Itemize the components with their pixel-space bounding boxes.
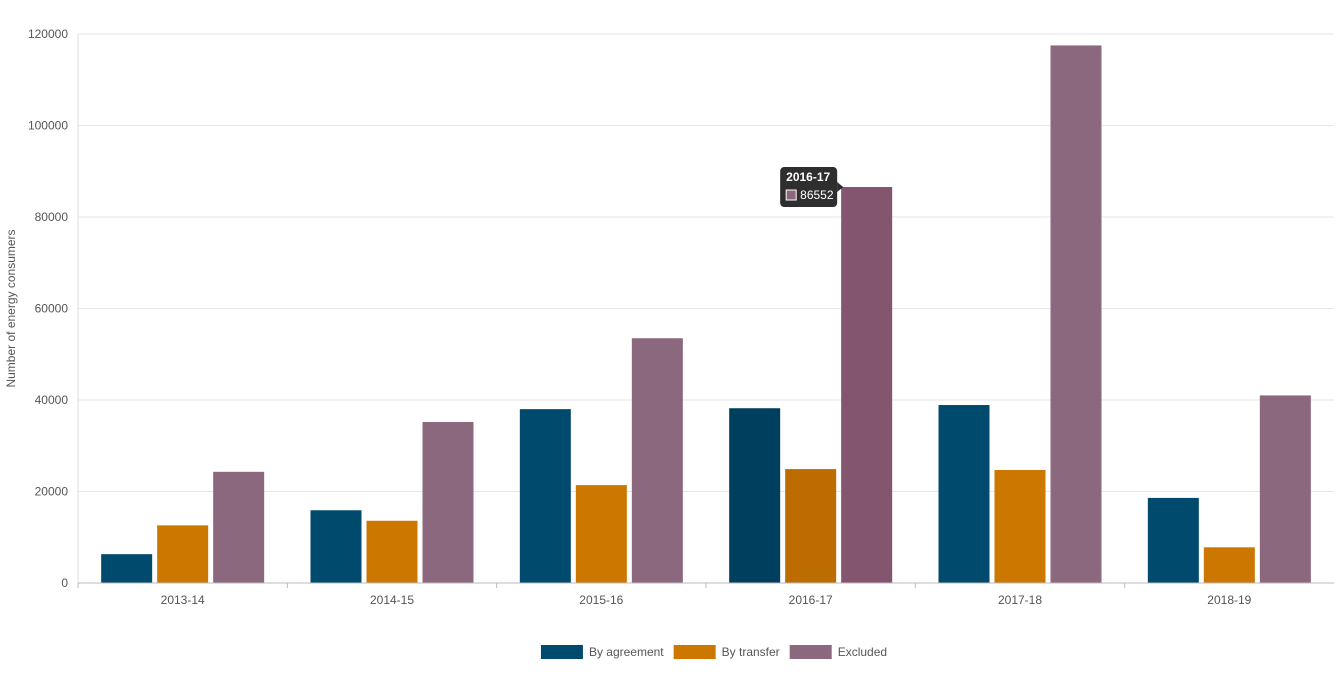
bar[interactable] — [1050, 45, 1102, 583]
bar[interactable] — [631, 338, 683, 583]
bar[interactable] — [422, 421, 474, 583]
x-tick-label: 2017-18 — [998, 593, 1042, 607]
legend-label: Excluded — [838, 645, 887, 659]
legend-item[interactable]: Excluded — [789, 645, 887, 659]
y-tick-label: 0 — [61, 576, 68, 590]
bar[interactable] — [101, 554, 153, 583]
y-tick-label: 120000 — [28, 27, 68, 41]
y-tick-label: 80000 — [35, 210, 69, 224]
bar[interactable] — [1147, 497, 1199, 583]
bar[interactable] — [1203, 547, 1255, 583]
y-axis-ticks: 0 20000 40000 60000 80000 100000 120000 — [28, 27, 68, 590]
bar[interactable] — [310, 510, 362, 583]
gridlines — [78, 33, 1334, 492]
bar[interactable] — [938, 405, 990, 583]
y-tick-label: 60000 — [35, 302, 69, 316]
x-tick-label: 2014-15 — [370, 593, 414, 607]
legend-swatch — [540, 645, 583, 659]
bars — [101, 45, 1311, 583]
bar[interactable] — [157, 525, 209, 583]
x-tick-label: 2015-16 — [579, 593, 623, 607]
x-tick-label: 2013-14 — [161, 593, 205, 607]
bar[interactable] — [994, 469, 1046, 583]
x-tick-label: 2016-17 — [789, 593, 833, 607]
y-tick-label: 100000 — [28, 119, 68, 133]
legend-label: By transfer — [722, 645, 780, 659]
bar[interactable] — [729, 408, 781, 583]
legend-item[interactable]: By agreement — [540, 645, 664, 659]
y-tick-label: 40000 — [35, 393, 69, 407]
tooltip-caret — [837, 182, 844, 193]
tooltip: 2016-17 86552 — [780, 167, 844, 208]
x-axis-ticks: 2013-14 2014-15 2015-16 2016-17 2017-18 2018-… — [77, 583, 1252, 607]
tooltip-title: 2016-17 — [786, 170, 830, 184]
bar[interactable] — [575, 485, 627, 583]
bar[interactable] — [213, 471, 265, 583]
legend-item[interactable]: By transfer — [673, 645, 780, 659]
legend-swatch — [789, 645, 832, 659]
tooltip-value: 86552 — [800, 188, 834, 202]
y-tick-label: 20000 — [35, 485, 69, 499]
legend-swatch — [673, 645, 716, 659]
legend-label: By agreement — [589, 645, 664, 659]
tooltip-swatch — [785, 189, 797, 201]
bar[interactable] — [366, 520, 418, 583]
bar[interactable] — [785, 469, 837, 583]
x-tick-label: 2018-19 — [1207, 593, 1251, 607]
y-axis-title: Number of energy consumers — [4, 229, 18, 387]
bar[interactable] — [841, 187, 893, 583]
bar[interactable] — [519, 409, 571, 583]
bar[interactable] — [1259, 395, 1311, 583]
legend: By agreement By transfer Excluded — [540, 645, 887, 659]
